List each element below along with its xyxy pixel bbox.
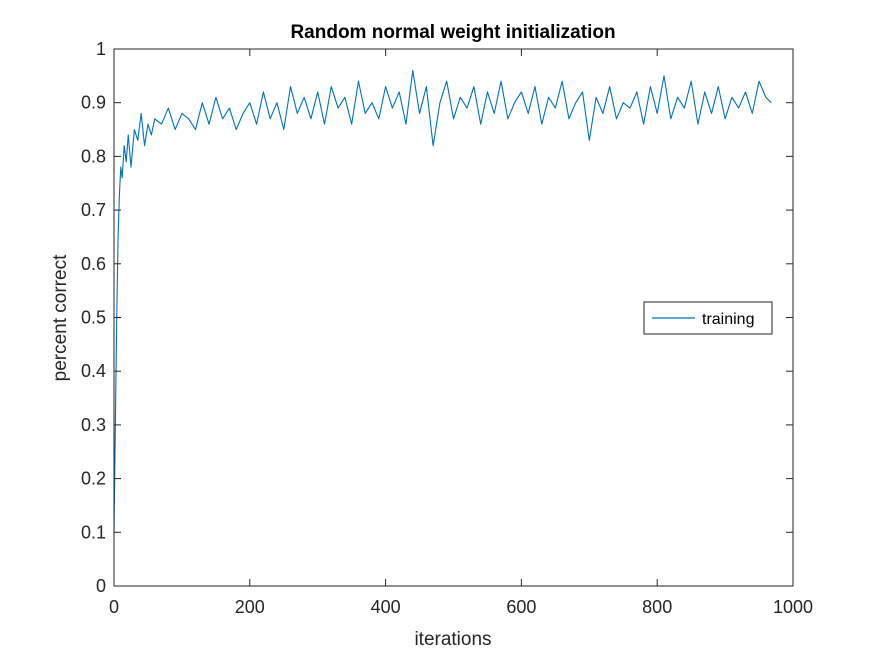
chart-title: Random normal weight initialization — [290, 22, 615, 43]
y-tick-label: 0.5 — [81, 308, 106, 328]
axes: 0 200 400 600 800 1000 0 0.1 0.2 0.3 0.4 0.5 0.6 0.7 0… — [81, 39, 813, 617]
series-line-training — [113, 69, 772, 533]
x-axis-label: iterations — [414, 629, 491, 650]
legend: training — [643, 301, 773, 335]
x-tick-label: 400 — [371, 597, 401, 617]
x-tick-label: 1000 — [773, 597, 813, 617]
y-tick-label: 0.1 — [81, 522, 106, 542]
y-tick-label: 0 — [96, 576, 106, 596]
y-tick-label: 0.9 — [81, 93, 106, 113]
x-tick-label: 200 — [235, 597, 265, 617]
y-tick-label: 0.7 — [81, 200, 106, 220]
y-tick-label: 0.4 — [81, 361, 106, 381]
x-tick-label: 0 — [109, 597, 119, 617]
y-axis-label: percent correct — [50, 254, 71, 381]
y-tick-label: 0.2 — [81, 469, 106, 489]
x-tick-label: 800 — [642, 597, 672, 617]
legend-label: training — [702, 311, 754, 328]
x-tick-label: 600 — [506, 597, 536, 617]
y-tick-label: 0.6 — [81, 254, 106, 274]
y-tick-label: 0.8 — [81, 146, 106, 166]
y-tick-label: 1 — [96, 39, 106, 59]
y-tick-label: 0.3 — [81, 415, 106, 435]
